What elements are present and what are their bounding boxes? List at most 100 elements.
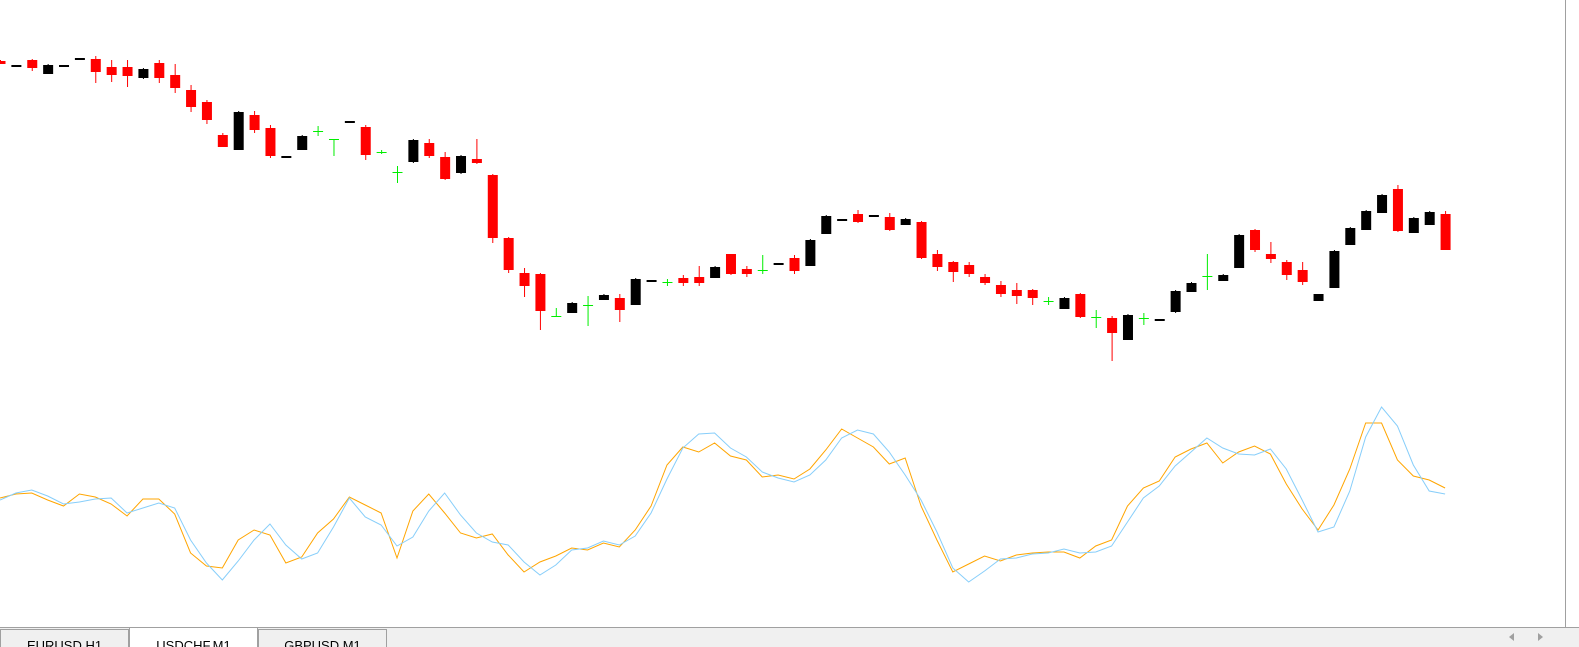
candle-body (1202, 276, 1213, 277)
candle-body (630, 279, 641, 305)
candle-body (313, 131, 324, 132)
candle-body (1329, 251, 1340, 288)
candle-body (837, 219, 848, 221)
candle-body (868, 215, 879, 217)
candle-body (1059, 298, 1070, 309)
candle-body (932, 254, 943, 267)
candle-body (964, 265, 975, 274)
candle-body (725, 254, 736, 274)
candle-body (583, 305, 594, 306)
candle-body (1170, 291, 1181, 312)
candle-body (1154, 319, 1165, 321)
candle-body (884, 217, 895, 230)
tab-label: EURUSD,H1 (27, 638, 102, 647)
candle-body (11, 65, 22, 67)
candle-body (456, 156, 467, 173)
candle-body (741, 269, 752, 274)
candle-body (1186, 283, 1197, 292)
active-tab[interactable] (129, 627, 258, 647)
candle-body (598, 295, 609, 300)
candle-body (821, 216, 832, 234)
candle-body (948, 262, 959, 272)
candle-body (1043, 301, 1054, 302)
candle-body (1345, 228, 1356, 245)
candle-body (1313, 294, 1324, 301)
candle-body (757, 270, 768, 271)
candle-body (1218, 275, 1229, 281)
candle-body (1377, 195, 1388, 213)
candle-body (186, 90, 197, 107)
candle-body (916, 222, 927, 258)
candle-body (217, 135, 228, 147)
oscillator-line (0, 422, 1446, 573)
candle-body (1265, 254, 1276, 259)
candle-body (138, 69, 149, 78)
candle-body (440, 157, 451, 179)
candle-body (360, 127, 371, 155)
candle-body (122, 67, 133, 76)
tab-label: GBPUSD,M1 (284, 638, 361, 647)
candle-body (74, 58, 85, 60)
scroll-right[interactable] (1538, 633, 1543, 641)
candle-body (328, 139, 339, 140)
candle-body (1408, 218, 1419, 233)
candle-body (201, 102, 212, 120)
candle-body (106, 67, 117, 75)
candle-body (0, 61, 6, 64)
candle-body (1281, 262, 1292, 275)
candle-body (1011, 290, 1022, 296)
candle-body (170, 75, 181, 88)
candle-body (1027, 290, 1038, 298)
candle-body (471, 159, 482, 163)
candle-body (773, 263, 784, 265)
candle-body (281, 156, 292, 158)
scroll-left[interactable] (1509, 633, 1514, 641)
candle-body (1440, 214, 1451, 250)
tab-label: USDCHF,M1 (156, 638, 230, 647)
tab[interactable] (0, 629, 129, 647)
candle-body (154, 63, 165, 78)
candle-body (900, 219, 911, 225)
tabs: EURUSD,H1 USDCHF,M1 GBPUSD,M1 (0, 627, 387, 647)
candle-body (424, 143, 435, 156)
candle-body (1361, 211, 1372, 230)
candle-body (551, 316, 562, 317)
candle-body (43, 65, 54, 74)
candle-body (1392, 189, 1403, 231)
candle-body (995, 285, 1006, 294)
candle-body (408, 140, 419, 162)
candle-body (1107, 318, 1118, 333)
chart-area (0, 56, 1451, 583)
candle-body (567, 303, 578, 313)
candle-body (1297, 270, 1308, 282)
candle-body (297, 136, 308, 150)
candle-body (376, 152, 387, 153)
candle-body (90, 59, 101, 72)
candle-body (27, 60, 38, 68)
oscillator-line (0, 406, 1446, 583)
candle-body (1138, 318, 1149, 319)
candle-body (694, 277, 705, 283)
candle-body (789, 258, 800, 271)
tab-bar (0, 627, 1579, 647)
candle-body (710, 267, 721, 278)
candle-body (487, 175, 498, 238)
candle-body (853, 214, 864, 222)
candle-body (662, 282, 673, 283)
candle-body (1234, 235, 1245, 268)
candle-body (265, 128, 276, 156)
candle-body (805, 240, 816, 266)
candle-body (519, 273, 530, 286)
candle-body (503, 238, 514, 270)
tab[interactable] (258, 629, 387, 647)
candle-body (233, 112, 244, 150)
candle-body (980, 277, 991, 283)
candle-body (1091, 317, 1102, 318)
candle-body (59, 65, 70, 67)
candle-body (1075, 294, 1086, 317)
candle-body (249, 115, 260, 130)
candle-body (392, 172, 403, 173)
